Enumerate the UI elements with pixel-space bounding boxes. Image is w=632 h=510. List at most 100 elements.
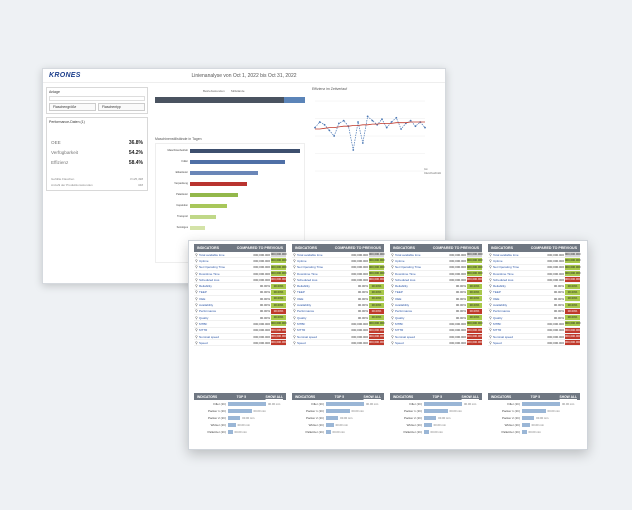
search-icon[interactable]: ⚲ bbox=[391, 258, 394, 263]
search-icon[interactable]: ⚲ bbox=[195, 328, 198, 333]
search-icon[interactable]: ⚲ bbox=[489, 303, 492, 308]
search-icon[interactable]: ⚲ bbox=[391, 303, 394, 308]
indicator-link[interactable]: Total available time bbox=[297, 252, 323, 257]
indicator-link[interactable]: Reliability bbox=[199, 284, 212, 289]
indicator-link[interactable]: Total available time bbox=[493, 252, 519, 257]
search-icon[interactable]: ⚲ bbox=[489, 284, 492, 289]
indicator-link[interactable]: Availability bbox=[395, 303, 410, 308]
indicator-link[interactable]: MTBF bbox=[199, 321, 208, 326]
indicator-link[interactable]: Downtime Time bbox=[395, 271, 416, 276]
indicator-link[interactable]: Scheduled loss bbox=[395, 277, 416, 282]
search-icon[interactable]: ⚲ bbox=[489, 334, 492, 339]
search-icon[interactable]: ⚲ bbox=[195, 309, 198, 314]
indicator-link[interactable]: TEEP bbox=[297, 290, 305, 295]
indicator-link[interactable]: Downtime Time bbox=[493, 271, 514, 276]
search-icon[interactable]: ⚲ bbox=[489, 321, 492, 326]
plant-select[interactable] bbox=[49, 96, 145, 101]
indicator-link[interactable]: Uptime bbox=[199, 258, 209, 263]
search-icon[interactable]: ⚲ bbox=[293, 296, 296, 301]
show-all-link[interactable]: SHOW ALL bbox=[265, 394, 283, 399]
search-icon[interactable]: ⚲ bbox=[391, 284, 394, 289]
search-icon[interactable]: ⚲ bbox=[195, 340, 198, 345]
indicator-link[interactable]: Performance bbox=[395, 309, 413, 314]
search-icon[interactable]: ⚲ bbox=[195, 258, 198, 263]
indicator-link[interactable]: Availability bbox=[493, 303, 508, 308]
show-all-link[interactable]: SHOW ALL bbox=[559, 394, 577, 399]
indicator-link[interactable]: Performance bbox=[297, 309, 315, 314]
bottle-type-button[interactable]: Flaschentyp bbox=[98, 103, 145, 111]
search-icon[interactable]: ⚲ bbox=[195, 277, 198, 282]
search-icon[interactable]: ⚲ bbox=[489, 271, 492, 276]
indicator-link[interactable]: Quality bbox=[493, 315, 503, 320]
search-icon[interactable]: ⚲ bbox=[293, 303, 296, 308]
search-icon[interactable]: ⚲ bbox=[293, 309, 296, 314]
show-all-link[interactable]: SHOW ALL bbox=[363, 394, 381, 399]
indicator-link[interactable]: Availability bbox=[199, 303, 214, 308]
indicator-link[interactable]: Nominal speed bbox=[395, 334, 416, 339]
search-icon[interactable]: ⚲ bbox=[489, 309, 492, 314]
indicator-link[interactable]: Net Operating Time bbox=[493, 265, 520, 270]
indicator-link[interactable]: OEE bbox=[297, 296, 304, 301]
indicator-link[interactable]: Speed bbox=[199, 340, 208, 345]
search-icon[interactable]: ⚲ bbox=[489, 340, 492, 345]
indicator-link[interactable]: Net Operating Time bbox=[297, 265, 324, 270]
indicator-link[interactable]: TEEP bbox=[199, 290, 207, 295]
search-icon[interactable]: ⚲ bbox=[293, 340, 296, 345]
bottle-size-button[interactable]: Flaschengröße bbox=[49, 103, 96, 111]
search-icon[interactable]: ⚲ bbox=[293, 315, 296, 320]
indicator-link[interactable]: OEE bbox=[199, 296, 206, 301]
indicator-link[interactable]: Nominal speed bbox=[199, 334, 220, 339]
indicator-link[interactable]: MTBF bbox=[493, 321, 502, 326]
indicator-link[interactable]: Net Operating Time bbox=[395, 265, 422, 270]
search-icon[interactable]: ⚲ bbox=[391, 296, 394, 301]
search-icon[interactable]: ⚲ bbox=[391, 271, 394, 276]
indicator-link[interactable]: Uptime bbox=[395, 258, 405, 263]
search-icon[interactable]: ⚲ bbox=[489, 315, 492, 320]
search-icon[interactable]: ⚲ bbox=[489, 328, 492, 333]
indicator-link[interactable]: Net Operating Time bbox=[199, 265, 226, 270]
indicator-link[interactable]: Scheduled loss bbox=[199, 277, 220, 282]
search-icon[interactable]: ⚲ bbox=[391, 321, 394, 326]
indicator-link[interactable]: MTTR bbox=[493, 328, 502, 333]
search-icon[interactable]: ⚲ bbox=[489, 296, 492, 301]
search-icon[interactable]: ⚲ bbox=[391, 265, 394, 270]
search-icon[interactable]: ⚲ bbox=[293, 265, 296, 270]
indicator-link[interactable]: TEEP bbox=[493, 290, 501, 295]
show-all-link[interactable]: SHOW ALL bbox=[461, 394, 479, 399]
search-icon[interactable]: ⚲ bbox=[391, 277, 394, 282]
search-icon[interactable]: ⚲ bbox=[195, 284, 198, 289]
indicator-link[interactable]: MTTR bbox=[199, 328, 208, 333]
search-icon[interactable]: ⚲ bbox=[293, 321, 296, 326]
search-icon[interactable]: ⚲ bbox=[195, 315, 198, 320]
search-icon[interactable]: ⚲ bbox=[195, 296, 198, 301]
search-icon[interactable]: ⚲ bbox=[195, 265, 198, 270]
search-icon[interactable]: ⚲ bbox=[489, 252, 492, 257]
search-icon[interactable]: ⚲ bbox=[489, 258, 492, 263]
search-icon[interactable]: ⚲ bbox=[391, 290, 394, 295]
search-icon[interactable]: ⚲ bbox=[293, 271, 296, 276]
indicator-link[interactable]: TEEP bbox=[395, 290, 403, 295]
indicator-link[interactable]: Performance bbox=[493, 309, 511, 314]
indicator-link[interactable]: Reliability bbox=[493, 284, 506, 289]
indicator-link[interactable]: Scheduled loss bbox=[493, 277, 514, 282]
search-icon[interactable]: ⚲ bbox=[293, 258, 296, 263]
indicator-link[interactable]: Downtime Time bbox=[199, 271, 220, 276]
indicator-link[interactable]: OEE bbox=[395, 296, 402, 301]
indicator-link[interactable]: Uptime bbox=[493, 258, 503, 263]
indicator-link[interactable]: Scheduled loss bbox=[297, 277, 318, 282]
search-icon[interactable]: ⚲ bbox=[489, 277, 492, 282]
search-icon[interactable]: ⚲ bbox=[195, 321, 198, 326]
search-icon[interactable]: ⚲ bbox=[195, 334, 198, 339]
indicator-link[interactable]: Availability bbox=[297, 303, 312, 308]
search-icon[interactable]: ⚲ bbox=[293, 277, 296, 282]
indicator-link[interactable]: Total available time bbox=[395, 252, 421, 257]
search-icon[interactable]: ⚲ bbox=[391, 328, 394, 333]
indicator-link[interactable]: Speed bbox=[395, 340, 404, 345]
search-icon[interactable]: ⚲ bbox=[391, 340, 394, 345]
search-icon[interactable]: ⚲ bbox=[489, 290, 492, 295]
search-icon[interactable]: ⚲ bbox=[391, 315, 394, 320]
indicator-link[interactable]: MTTR bbox=[395, 328, 404, 333]
indicator-link[interactable]: Nominal speed bbox=[493, 334, 514, 339]
search-icon[interactable]: ⚲ bbox=[195, 303, 198, 308]
indicator-link[interactable]: Quality bbox=[199, 315, 209, 320]
